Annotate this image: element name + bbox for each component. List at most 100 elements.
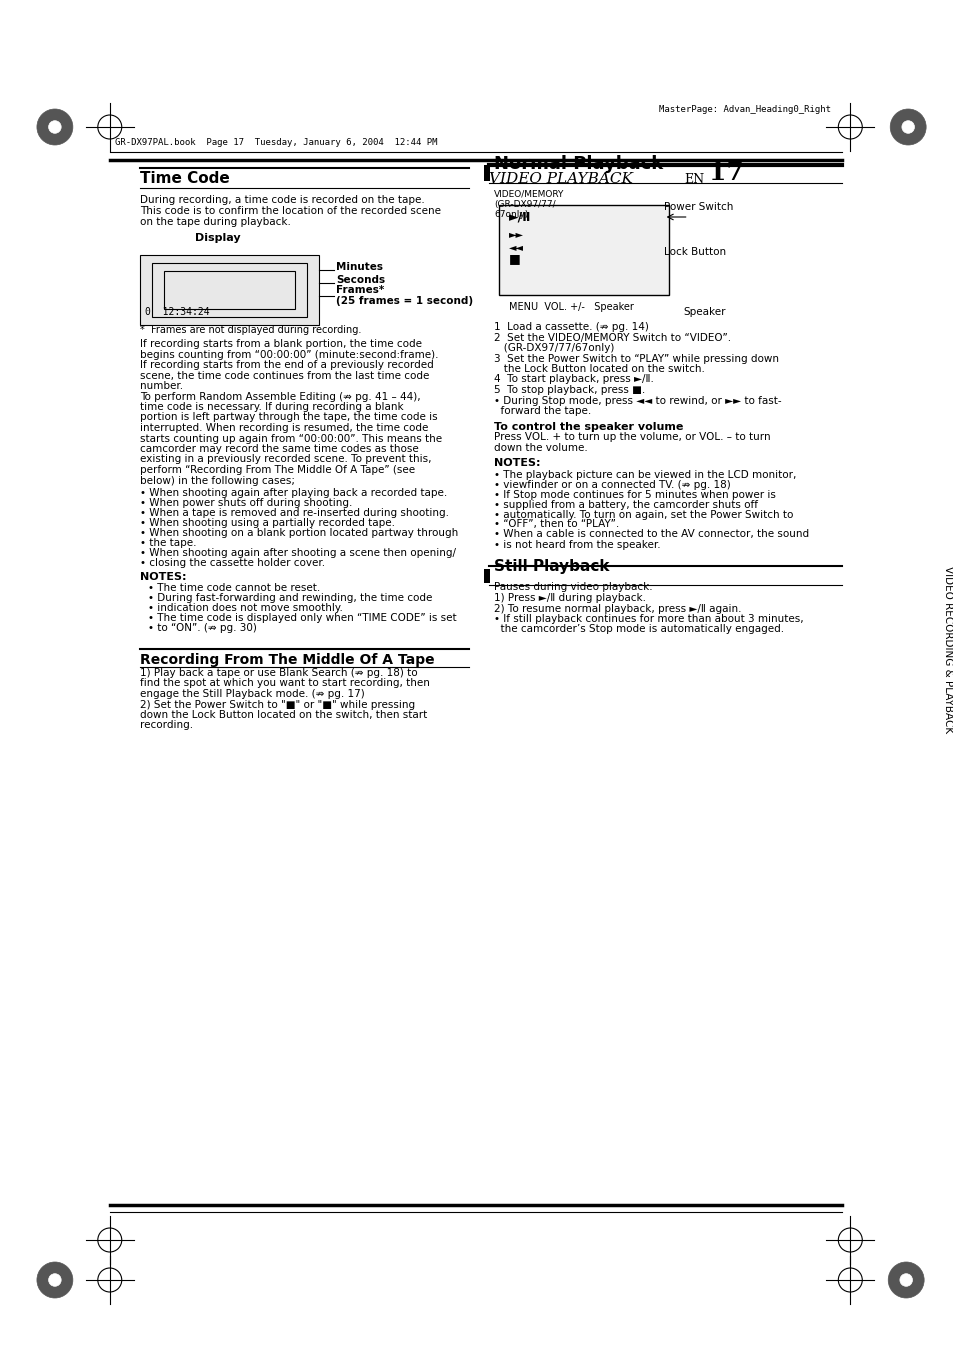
Text: 2) Set the Power Switch to "■" or "■" while pressing: 2) Set the Power Switch to "■" or "■" wh… <box>139 700 415 709</box>
Text: VIDEO PLAYBACK: VIDEO PLAYBACK <box>489 172 632 186</box>
Text: ►►: ►► <box>509 230 523 239</box>
Text: EN: EN <box>684 173 704 186</box>
Text: ◄◄: ◄◄ <box>509 242 523 253</box>
Bar <box>152 263 307 317</box>
Text: • to “ON”. (⇏ pg. 30): • to “ON”. (⇏ pg. 30) <box>148 623 256 634</box>
Text: Lock Button: Lock Button <box>663 247 725 257</box>
Text: • viewfinder or on a connected TV. (⇏ pg. 18): • viewfinder or on a connected TV. (⇏ pg… <box>494 480 730 489</box>
Text: • When a tape is removed and re-inserted during shooting.: • When a tape is removed and re-inserted… <box>139 508 448 517</box>
Text: • closing the cassette holder cover.: • closing the cassette holder cover. <box>139 558 325 567</box>
Text: 17: 17 <box>708 161 742 185</box>
Text: time code is necessary. If during recording a blank: time code is necessary. If during record… <box>139 403 403 412</box>
Text: • When shooting using a partially recorded tape.: • When shooting using a partially record… <box>139 517 395 528</box>
Text: 0  12:34:24: 0 12:34:24 <box>145 307 209 317</box>
Bar <box>483 165 490 181</box>
Circle shape <box>49 1274 61 1286</box>
Bar <box>498 205 668 295</box>
Text: • During fast-forwarding and rewinding, the time code: • During fast-forwarding and rewinding, … <box>148 593 432 603</box>
Text: Frames*: Frames* <box>336 285 384 295</box>
Text: Speaker: Speaker <box>683 307 725 317</box>
Text: • If Stop mode continues for 5 minutes when power is: • If Stop mode continues for 5 minutes w… <box>494 489 775 500</box>
Text: • The time code is displayed only when “TIME CODE” is set: • The time code is displayed only when “… <box>148 613 456 623</box>
Text: find the spot at which you want to start recording, then: find the spot at which you want to start… <box>139 678 429 689</box>
Text: • “OFF”, then to “PLAY”.: • “OFF”, then to “PLAY”. <box>494 520 618 530</box>
Text: the Lock Button located on the switch.: the Lock Button located on the switch. <box>494 363 704 374</box>
Text: MasterPage: Advan_Heading0_Right: MasterPage: Advan_Heading0_Right <box>658 105 830 113</box>
Text: • automatically. To turn on again, set the Power Switch to: • automatically. To turn on again, set t… <box>494 509 793 520</box>
Circle shape <box>899 1274 911 1286</box>
Text: *  Frames are not displayed during recording.: * Frames are not displayed during record… <box>139 326 361 335</box>
Text: Seconds: Seconds <box>336 276 385 285</box>
Text: 3  Set the Power Switch to “PLAY” while pressing down: 3 Set the Power Switch to “PLAY” while p… <box>494 354 779 363</box>
Text: This code is to confirm the location of the recorded scene: This code is to confirm the location of … <box>139 205 440 216</box>
Text: recording.: recording. <box>139 720 193 731</box>
Text: ■: ■ <box>509 253 520 265</box>
Text: MENU  VOL. +/-   Speaker: MENU VOL. +/- Speaker <box>509 303 633 312</box>
Text: down the Lock Button located on the switch, then start: down the Lock Button located on the swit… <box>139 711 427 720</box>
Bar <box>483 569 490 582</box>
Text: 2) To resume normal playback, press ►/Ⅱ again.: 2) To resume normal playback, press ►/Ⅱ … <box>494 604 740 613</box>
Text: Press VOL. + to turn up the volume, or VOL. – to turn: Press VOL. + to turn up the volume, or V… <box>494 432 770 443</box>
Text: perform “Recording From The Middle Of A Tape” (see: perform “Recording From The Middle Of A … <box>139 465 415 476</box>
Circle shape <box>889 109 925 145</box>
Text: on the tape during playback.: on the tape during playback. <box>139 218 291 227</box>
Circle shape <box>37 109 72 145</box>
Text: scene, the time code continues from the last time code: scene, the time code continues from the … <box>139 370 429 381</box>
Text: Recording From The Middle Of A Tape: Recording From The Middle Of A Tape <box>139 653 434 667</box>
Text: • When a cable is connected to the AV connector, the sound: • When a cable is connected to the AV co… <box>494 530 808 539</box>
Text: • When power shuts off during shooting.: • When power shuts off during shooting. <box>139 499 352 508</box>
Text: Pauses during video playback.: Pauses during video playback. <box>494 582 652 593</box>
Text: below) in the following cases;: below) in the following cases; <box>139 476 294 485</box>
Text: • is not heard from the speaker.: • is not heard from the speaker. <box>494 539 659 550</box>
Text: 1) Press ►/Ⅱ during playback.: 1) Press ►/Ⅱ during playback. <box>494 593 645 603</box>
Text: To control the speaker volume: To control the speaker volume <box>494 422 682 431</box>
Text: Still Playback: Still Playback <box>494 559 609 574</box>
Text: ►/Ⅱ: ►/Ⅱ <box>509 209 531 223</box>
Text: Power Switch: Power Switch <box>663 203 732 212</box>
Text: number.: number. <box>139 381 183 390</box>
Text: Minutes: Minutes <box>336 262 383 272</box>
Text: Display: Display <box>194 232 240 243</box>
Text: • If still playback continues for more than about 3 minutes,: • If still playback continues for more t… <box>494 613 802 624</box>
Text: the camcorder’s Stop mode is automatically engaged.: the camcorder’s Stop mode is automatical… <box>494 624 783 635</box>
Text: • When shooting again after playing back a recorded tape.: • When shooting again after playing back… <box>139 488 447 499</box>
Text: down the volume.: down the volume. <box>494 443 587 453</box>
Bar <box>139 255 319 326</box>
Text: forward the tape.: forward the tape. <box>494 407 591 416</box>
Text: • indication does not move smoothly.: • indication does not move smoothly. <box>148 603 342 613</box>
Text: 1  Load a cassette. (⇏ pg. 14): 1 Load a cassette. (⇏ pg. 14) <box>494 322 648 332</box>
Text: VIDEO RECORDING & PLAYBACK: VIDEO RECORDING & PLAYBACK <box>943 566 952 734</box>
Text: camcorder may record the same time codes as those: camcorder may record the same time codes… <box>139 444 418 454</box>
Text: 4  To start playback, press ►/Ⅱ.: 4 To start playback, press ►/Ⅱ. <box>494 374 653 385</box>
Text: VIDEO/MEMORY
(GR-DX97/77/
67only): VIDEO/MEMORY (GR-DX97/77/ 67only) <box>494 189 564 219</box>
Text: • The playback picture can be viewed in the LCD monitor,: • The playback picture can be viewed in … <box>494 470 796 480</box>
Text: • the tape.: • the tape. <box>139 538 196 549</box>
Text: If recording starts from the end of a previously recorded: If recording starts from the end of a pr… <box>139 359 433 370</box>
Circle shape <box>901 120 914 134</box>
Text: 5  To stop playback, press ■.: 5 To stop playback, press ■. <box>494 385 644 394</box>
Text: To perform Random Assemble Editing (⇏ pg. 41 – 44),: To perform Random Assemble Editing (⇏ pg… <box>139 392 420 401</box>
Text: Normal Playback: Normal Playback <box>494 155 662 173</box>
Bar <box>164 272 295 309</box>
Text: GR-DX97PAL.book  Page 17  Tuesday, January 6, 2004  12:44 PM: GR-DX97PAL.book Page 17 Tuesday, January… <box>114 138 436 147</box>
Circle shape <box>37 1262 72 1298</box>
Text: • The time code cannot be reset.: • The time code cannot be reset. <box>148 584 319 593</box>
Text: 2  Set the VIDEO/MEMORY Switch to “VIDEO”.: 2 Set the VIDEO/MEMORY Switch to “VIDEO”… <box>494 332 730 343</box>
Circle shape <box>49 120 61 134</box>
Text: (GR-DX97/77/67only): (GR-DX97/77/67only) <box>494 343 614 353</box>
Text: • When shooting again after shooting a scene then opening/: • When shooting again after shooting a s… <box>139 549 456 558</box>
Text: (25 frames = 1 second): (25 frames = 1 second) <box>336 296 473 305</box>
Text: • supplied from a battery, the camcorder shuts off: • supplied from a battery, the camcorder… <box>494 500 758 509</box>
Text: NOTES:: NOTES: <box>139 571 186 582</box>
Text: portion is left partway through the tape, the time code is: portion is left partway through the tape… <box>139 412 436 423</box>
Text: Time Code: Time Code <box>139 172 230 186</box>
Text: If recording starts from a blank portion, the time code: If recording starts from a blank portion… <box>139 339 421 349</box>
Text: existing in a previously recorded scene. To prevent this,: existing in a previously recorded scene.… <box>139 454 431 465</box>
Text: • During Stop mode, press ◄◄ to rewind, or ►► to fast-: • During Stop mode, press ◄◄ to rewind, … <box>494 396 781 405</box>
Circle shape <box>887 1262 923 1298</box>
Text: • When shooting on a blank portion located partway through: • When shooting on a blank portion locat… <box>139 528 457 538</box>
Text: starts counting up again from “00:00:00”. This means the: starts counting up again from “00:00:00”… <box>139 434 441 443</box>
Text: 1) Play back a tape or use Blank Search (⇏ pg. 18) to: 1) Play back a tape or use Blank Search … <box>139 667 416 678</box>
Text: engage the Still Playback mode. (⇏ pg. 17): engage the Still Playback mode. (⇏ pg. 1… <box>139 689 364 698</box>
Text: interrupted. When recording is resumed, the time code: interrupted. When recording is resumed, … <box>139 423 428 434</box>
